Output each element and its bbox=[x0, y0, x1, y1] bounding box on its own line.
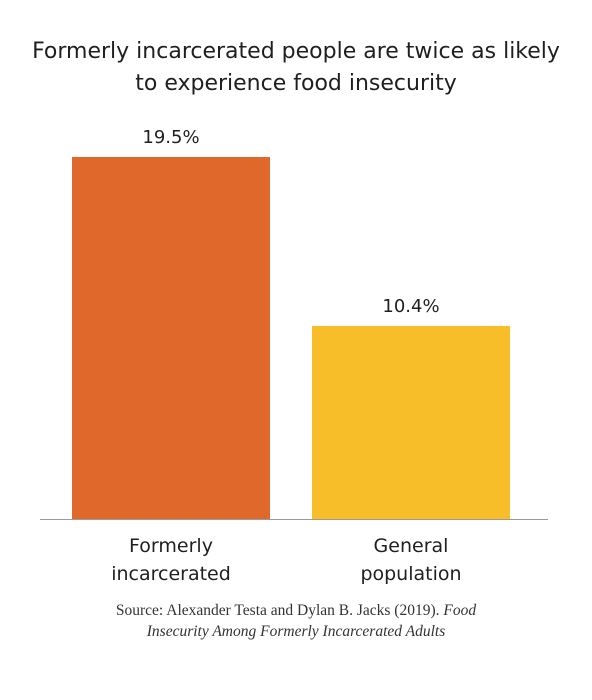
source-line-2: Insecurity Among Formerly Incarcerated A… bbox=[146, 623, 446, 640]
source-line-1: Source: Alexander Testa and Dylan B. Jac… bbox=[0, 600, 592, 621]
data-label-2: 10.4% bbox=[382, 296, 439, 317]
chart-title-line-1: Formerly incarcerated people are twice a… bbox=[32, 39, 560, 64]
data-label-1: 19.5% bbox=[142, 127, 199, 148]
source-note: Source: Alexander Testa and Dylan B. Jac… bbox=[0, 600, 592, 642]
bar-1 bbox=[72, 157, 270, 519]
bar-chart: 19.5% Formerly incarcerated 10.4% General pop… bbox=[40, 127, 548, 585]
category-label-2-line-1: General bbox=[374, 535, 449, 557]
category-label-1-line-2: incarcerated bbox=[111, 563, 231, 585]
bar-2 bbox=[312, 325, 510, 519]
source-title-start: Food bbox=[443, 602, 477, 619]
source-prefix: Source: Alexander Testa and Dylan B. Jac… bbox=[115, 602, 444, 619]
category-label-2-line-2: population bbox=[360, 563, 461, 585]
chart-title: Formerly incarcerated people are twice a… bbox=[0, 36, 592, 100]
chart-title-line-2: to experience food insecurity bbox=[135, 71, 457, 96]
category-label-1-line-1: Formerly bbox=[129, 535, 213, 557]
